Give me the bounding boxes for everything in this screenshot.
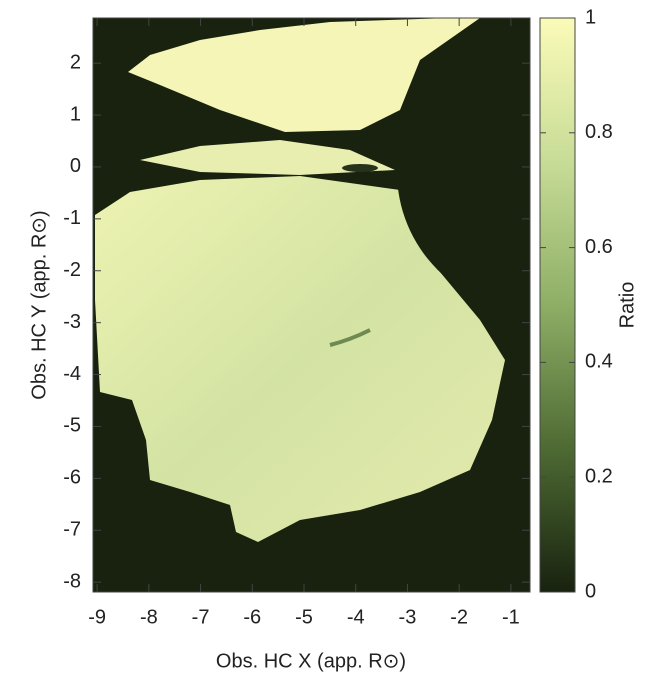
- plot-frame: [92, 17, 531, 593]
- y-tick-label: -5: [63, 415, 81, 437]
- y-tick-label: -8: [63, 570, 81, 592]
- map-feature: [329, 328, 371, 347]
- colorbar-tick-label: 1: [585, 6, 596, 28]
- y-tick-label: -4: [63, 363, 81, 385]
- x-tick-label: -8: [140, 606, 158, 628]
- x-tick-label: -1: [502, 606, 520, 628]
- map-image: [93, 18, 530, 592]
- y-tick-label: 2: [70, 51, 81, 73]
- colorbar-tick-label: 0.8: [585, 121, 613, 143]
- x-tick-label: -2: [450, 606, 468, 628]
- y-axis-label: Obs. HC Y (app. R⊙): [28, 210, 50, 399]
- y-tick-label: -1: [63, 207, 81, 229]
- x-tick-label: -9: [88, 606, 106, 628]
- streamer-region: [140, 140, 395, 175]
- colorbar-label: Ratio: [616, 282, 638, 329]
- x-tick-label: -4: [347, 606, 365, 628]
- x-tick-label: -3: [399, 606, 417, 628]
- ratio-region: [95, 176, 505, 542]
- map-feature: [342, 164, 378, 172]
- y-tick-label: -7: [63, 519, 81, 541]
- y-tick-label: 1: [70, 103, 81, 125]
- colorbar-tick-label: 0.4: [585, 351, 613, 373]
- y-tick-label: -3: [63, 311, 81, 333]
- colorbar-tick-label: 0.6: [585, 236, 613, 258]
- x-tick-label: -5: [295, 606, 313, 628]
- y-tick-label: -6: [63, 467, 81, 489]
- x-tick-label: -7: [192, 606, 210, 628]
- streamer-region: [128, 18, 480, 132]
- colorbar-tick-label: 0.2: [585, 465, 613, 487]
- y-tick-label: -2: [63, 259, 81, 281]
- x-tick-label: -6: [243, 606, 261, 628]
- colorbar: [539, 17, 576, 593]
- x-axis-label: Obs. HC X (app. R⊙): [216, 650, 406, 672]
- occulter: [397, 34, 530, 310]
- colorbar-tick-label: 0: [585, 580, 596, 602]
- y-tick-label: 0: [70, 155, 81, 177]
